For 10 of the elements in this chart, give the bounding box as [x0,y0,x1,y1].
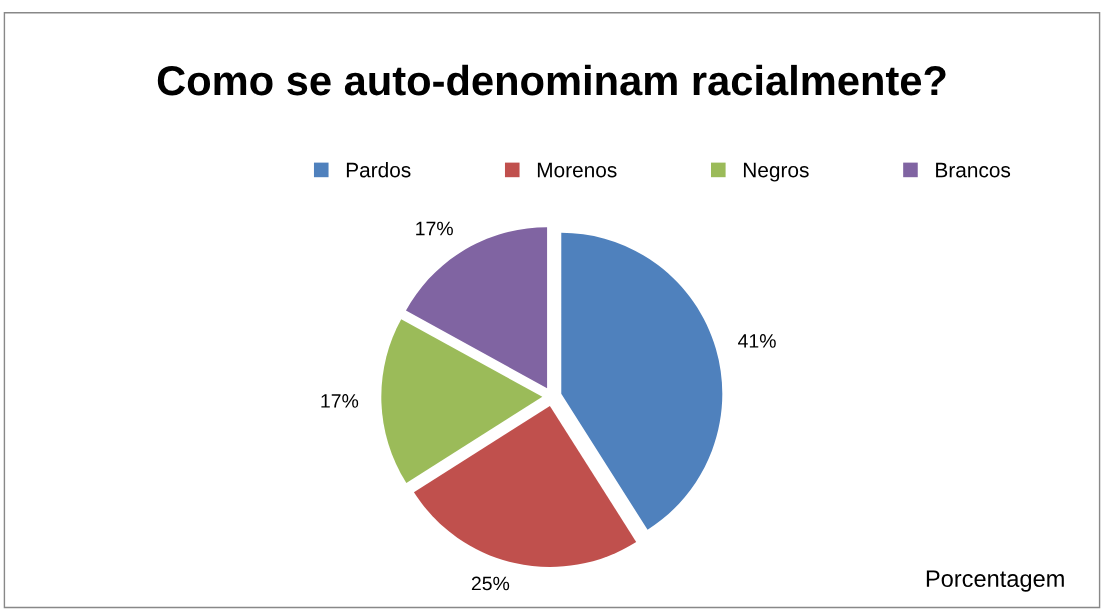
legend-label: Negros [743,162,809,182]
legend-label: Brancos [936,162,1011,178]
text: Porcentagem [926,570,1064,592]
data-label: 17% [321,394,359,408]
legend-label: Pardos [346,162,411,178]
data-label: 17% [416,221,453,236]
data-label: 25% [471,576,510,591]
chart-title: Como se auto-denominam racialmente? [157,64,946,96]
data-label: 41% [738,334,776,348]
legend-label: Morenos [537,162,617,178]
